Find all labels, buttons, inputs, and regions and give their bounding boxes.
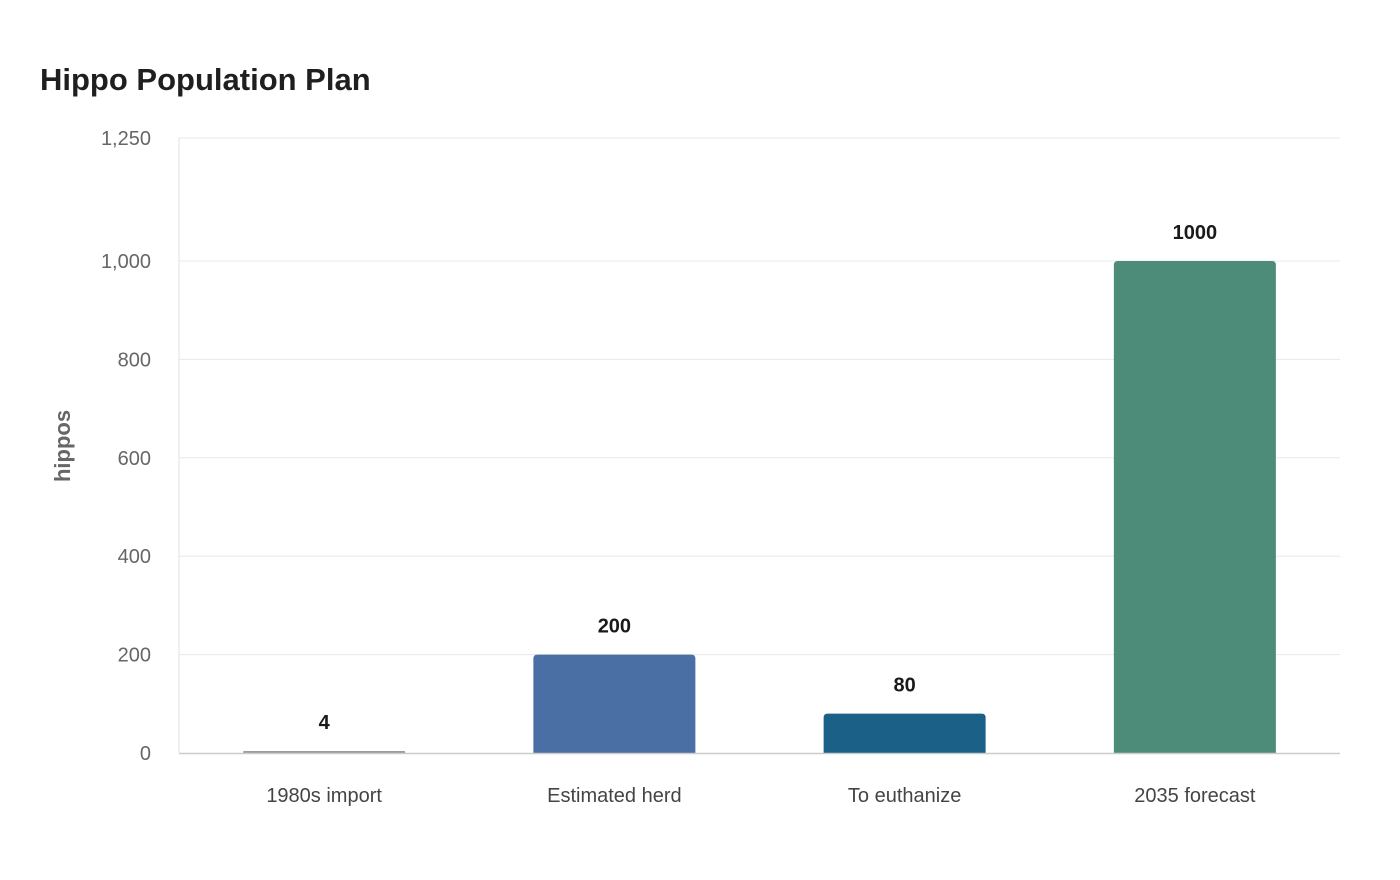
- bar-1: [243, 751, 406, 753]
- y-tick-label: 1,000: [101, 251, 151, 273]
- data-label: 1000: [1173, 222, 1218, 244]
- y-tick-label: 200: [118, 645, 151, 667]
- y-tick-label: 600: [118, 448, 151, 470]
- bars: [243, 261, 1276, 753]
- x-category-label: To euthanize: [848, 785, 961, 807]
- y-tick-label: 0: [140, 743, 151, 765]
- x-category-label: Estimated herd: [547, 785, 682, 807]
- data-label: 80: [894, 675, 916, 697]
- data-label: 200: [598, 616, 631, 638]
- x-category-label: 1980s import: [266, 785, 382, 807]
- x-axis-categories: 1980s import Estimated herd To euthanize 20…: [266, 785, 1256, 807]
- y-tick-label: 400: [118, 546, 151, 568]
- y-axis-label: hippos: [50, 410, 75, 482]
- y-tick-label: 800: [118, 349, 151, 371]
- data-label: 4: [319, 712, 331, 734]
- data-labels: 4 200 80 1000: [319, 222, 1218, 734]
- bar-2: [533, 654, 696, 753]
- y-axis-ticks: 0 200 400 600 800 1,000 1,250: [101, 128, 151, 765]
- y-tick-label: 1,250: [101, 128, 151, 150]
- bar-3: [823, 713, 986, 753]
- bar-4: [1113, 261, 1276, 753]
- x-category-label: 2035 forecast: [1134, 785, 1256, 807]
- chart-title: Hippo Population Plan: [40, 62, 371, 97]
- gridlines: [179, 137, 1340, 656]
